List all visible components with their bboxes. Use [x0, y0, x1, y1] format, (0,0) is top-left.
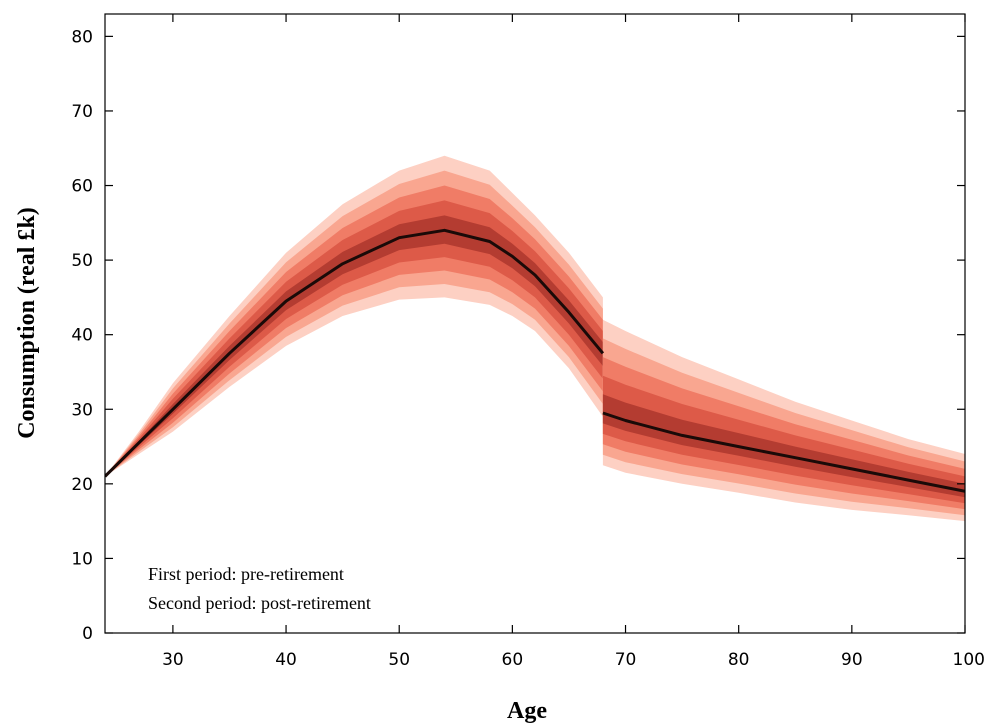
x-axis-title: Age	[507, 698, 547, 724]
annotation-first-period: First period: pre-retirement	[148, 564, 344, 584]
x-tick-label: 80	[728, 650, 750, 670]
x-tick-label: 70	[615, 650, 637, 670]
y-tick-label: 30	[71, 400, 93, 420]
y-tick-label: 20	[71, 475, 93, 495]
y-tick-label: 60	[71, 177, 93, 197]
x-tick-label: 30	[162, 650, 184, 670]
x-tick-label: 50	[388, 650, 410, 670]
y-tick-label: 70	[71, 102, 93, 122]
y-tick-label: 10	[71, 549, 93, 569]
y-axis-title: Consumption (real £k)	[14, 207, 40, 439]
x-tick-label: 100	[953, 650, 985, 670]
x-tick-label: 90	[841, 650, 863, 670]
x-tick-label: 40	[275, 650, 297, 670]
x-tick-label: 60	[502, 650, 524, 670]
y-tick-label: 50	[71, 251, 93, 271]
y-axis: 0 10 20 30 40 50 60 70 80	[71, 27, 965, 644]
y-tick-label: 0	[82, 624, 93, 644]
y-tick-label: 40	[71, 326, 93, 346]
annotation-second-period: Second period: post-retirement	[148, 593, 371, 613]
y-tick-label: 80	[71, 27, 93, 47]
fan-band-pre-1	[105, 156, 603, 477]
